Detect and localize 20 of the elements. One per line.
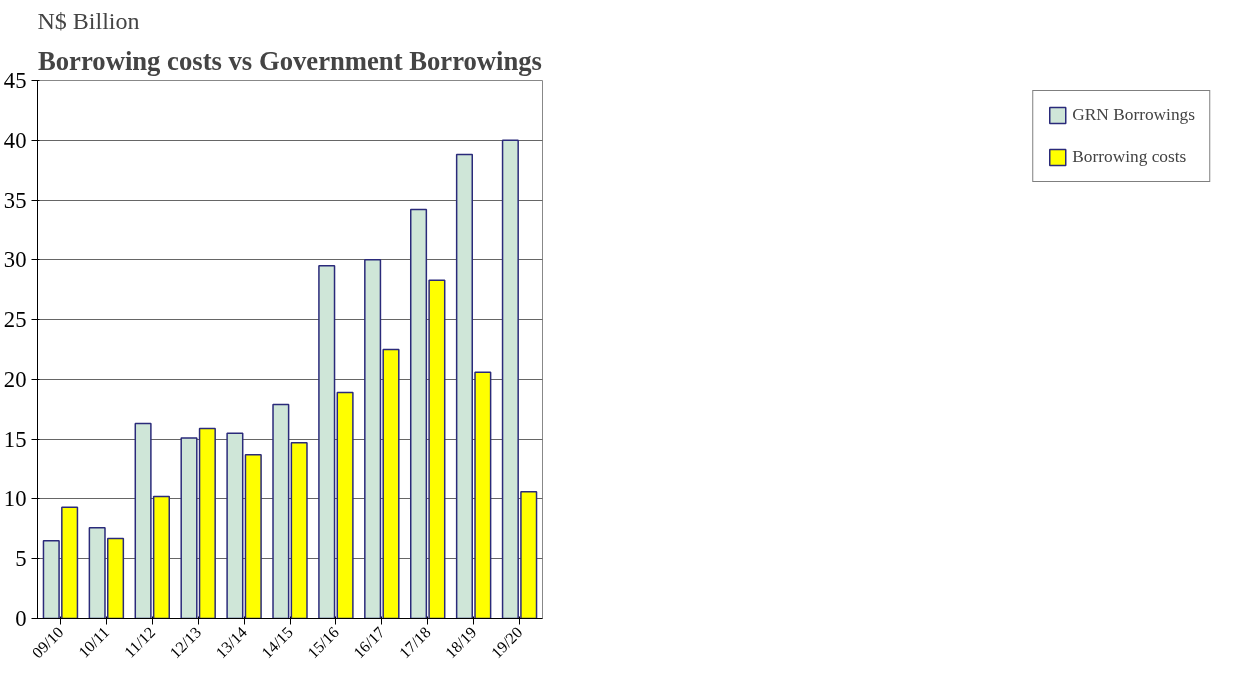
bar: [272, 403, 290, 619]
bar: [226, 432, 244, 619]
y-axis-title: N$ Billion: [37, 7, 140, 34]
y-tick-label: 20: [3, 366, 27, 392]
legend-label: GRN Borrowings: [1072, 105, 1195, 125]
bar: [336, 391, 354, 619]
y-tick-label: 5: [15, 546, 27, 572]
y-tick-label: 45: [3, 68, 27, 93]
chart-title: Borrowing costs vs Government Borrowings: [38, 45, 542, 76]
y-tick-label: 30: [3, 247, 27, 273]
y-tick-label: 0: [15, 606, 27, 631]
legend-label: Borrowing costs: [1072, 147, 1187, 167]
y-tick-label: 10: [3, 486, 27, 512]
y-tick-label: 25: [3, 307, 27, 333]
bar: [290, 442, 308, 619]
y-tick-label: 40: [3, 127, 27, 153]
y-tick-label: 35: [3, 187, 27, 213]
y-tick-label: 15: [3, 426, 27, 452]
bar: [318, 265, 336, 619]
bar: [244, 453, 262, 619]
